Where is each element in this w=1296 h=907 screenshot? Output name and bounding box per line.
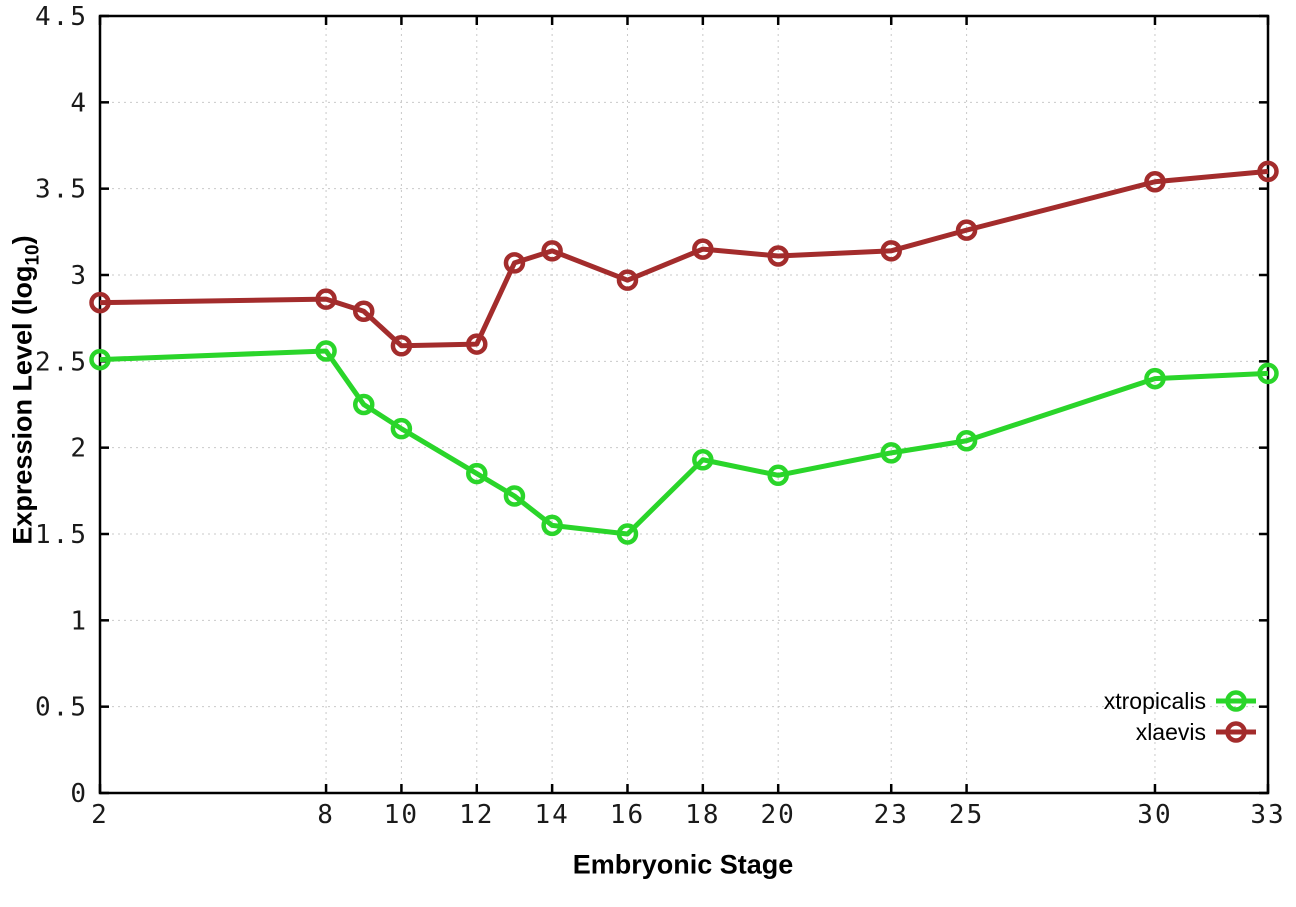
y-tick-label: 0 bbox=[70, 779, 88, 809]
data-point-xlaevis bbox=[692, 238, 714, 260]
x-tick-label: 30 bbox=[1137, 800, 1172, 830]
y-axis-title: Expression Level (log10) bbox=[8, 235, 45, 544]
data-point-xlaevis bbox=[352, 300, 375, 323]
x-tick-label: 10 bbox=[384, 800, 419, 830]
y-tick-label: 0.5 bbox=[35, 693, 88, 723]
y-tick-label: 1 bbox=[70, 606, 88, 636]
data-point-xlaevis bbox=[503, 252, 526, 274]
y-tick-label: 3 bbox=[70, 261, 88, 291]
data-point-xlaevis bbox=[390, 335, 413, 357]
data-point-xtropicalis bbox=[767, 464, 789, 487]
y-axis-title-subscript: 10 bbox=[22, 244, 44, 266]
plot-border bbox=[98, 14, 1270, 795]
x-tick-label: 2 bbox=[91, 800, 109, 830]
data-point-xtropicalis bbox=[466, 462, 488, 485]
data-point-xlaevis bbox=[1144, 171, 1166, 193]
data-point-xlaevis bbox=[466, 333, 488, 355]
x-tick-label: 33 bbox=[1250, 800, 1285, 830]
data-point-xtropicalis bbox=[352, 393, 375, 416]
x-tick-label: 8 bbox=[317, 800, 335, 830]
legend-label-xtropicalis: xtropicalis bbox=[1104, 688, 1206, 714]
data-point-xlaevis bbox=[315, 288, 337, 310]
x-tick-label: 12 bbox=[459, 800, 494, 830]
series-line-xlaevis bbox=[99, 168, 1269, 349]
data-point-xtropicalis bbox=[541, 514, 563, 537]
data-point-xlaevis bbox=[89, 291, 111, 314]
x-tick-label: 23 bbox=[874, 800, 909, 830]
legend-marker bbox=[1225, 690, 1247, 712]
data-point-xtropicalis bbox=[503, 485, 526, 507]
y-tick-label: 3.5 bbox=[35, 175, 88, 205]
data-point-xlaevis bbox=[880, 240, 902, 262]
y-tick-label: 4 bbox=[70, 88, 88, 118]
data-point-xtropicalis bbox=[315, 340, 337, 362]
data-point-xtropicalis bbox=[880, 442, 902, 464]
data-point-xtropicalis bbox=[616, 523, 639, 545]
x-tick-label: 16 bbox=[610, 800, 645, 830]
y-tick-label: 1.5 bbox=[35, 520, 88, 550]
x-axis-title: Embryonic Stage bbox=[572, 849, 794, 880]
data-point-xtropicalis bbox=[1257, 362, 1279, 385]
data-point-xtropicalis bbox=[955, 430, 978, 452]
y-tick-label: 4.5 bbox=[35, 2, 88, 32]
data-point-xlaevis bbox=[955, 219, 978, 241]
legend-marker bbox=[1225, 721, 1247, 743]
x-tick-label: 18 bbox=[685, 800, 720, 830]
data-point-xtropicalis bbox=[89, 348, 111, 371]
y-axis-title-close: ) bbox=[7, 235, 38, 245]
data-point-xlaevis bbox=[616, 269, 639, 291]
legend-label-xlaevis: xlaevis bbox=[1136, 719, 1206, 745]
y-tick-label: 2 bbox=[70, 434, 88, 464]
series-line-xtropicalis bbox=[99, 348, 1269, 537]
y-axis-title-main: Expression Level (log bbox=[7, 265, 38, 545]
data-point-xlaevis bbox=[767, 245, 789, 267]
x-tick-label: 25 bbox=[949, 800, 984, 830]
x-tick-label: 20 bbox=[761, 800, 796, 830]
x-tick-label: 14 bbox=[534, 800, 569, 830]
data-point-xtropicalis bbox=[390, 417, 413, 440]
data-point-xtropicalis bbox=[692, 449, 714, 471]
y-tick-label: 2.5 bbox=[35, 347, 88, 377]
data-point-xlaevis bbox=[541, 240, 563, 262]
data-point-xlaevis bbox=[1257, 160, 1279, 183]
data-point-xtropicalis bbox=[1144, 367, 1166, 390]
